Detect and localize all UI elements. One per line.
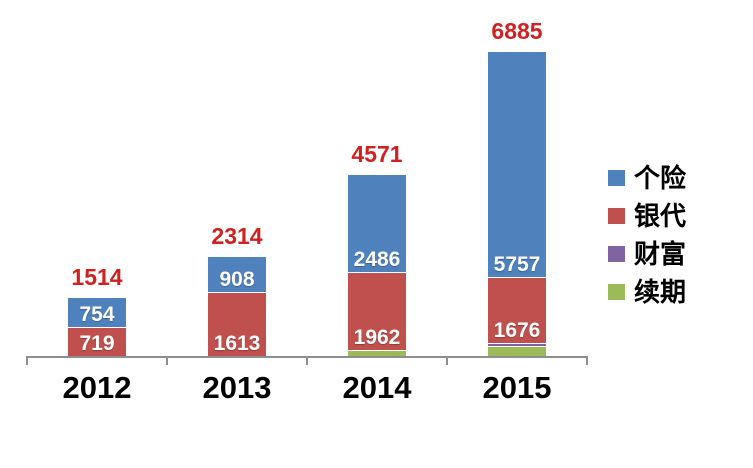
legend-swatch	[608, 208, 625, 224]
x-axis-tick	[166, 356, 168, 365]
segment-value-label: 754	[79, 303, 115, 326]
x-axis-tick	[586, 356, 588, 365]
bar-segment: 754	[68, 298, 126, 327]
bar-total-label: 2314	[211, 223, 263, 249]
x-axis-label: 2014	[342, 370, 412, 405]
segment-value-label: 1613	[213, 332, 261, 355]
x-axis-label: 2012	[62, 370, 132, 405]
bar-segment	[348, 351, 406, 356]
x-axis-label: 2015	[482, 370, 552, 405]
legend-swatch	[608, 170, 625, 186]
legend-item-1: 银代	[608, 203, 686, 229]
x-axis-tick	[446, 356, 448, 365]
legend-item-0: 个险	[608, 165, 686, 191]
x-axis-tick	[306, 356, 308, 365]
legend-swatch	[608, 284, 625, 300]
segment-value-label: 1676	[493, 319, 541, 342]
bar-segment: 908	[208, 257, 266, 292]
bar-total-label: 1514	[71, 264, 123, 290]
bar-total-label: 4571	[351, 141, 403, 167]
legend-label: 续期	[634, 277, 687, 307]
segment-value-label: 2486	[353, 248, 401, 271]
bar-segment	[488, 344, 546, 346]
legend-label: 个险	[634, 163, 687, 193]
segment-value-label: 719	[79, 332, 115, 355]
x-axis-tick	[26, 356, 28, 365]
segment-value-label: 5757	[493, 253, 541, 276]
x-axis-label: 2013	[202, 370, 272, 405]
bar-segment: 2486	[348, 175, 406, 272]
bar-segment	[488, 347, 546, 356]
bar-segment: 5757	[488, 52, 546, 277]
segment-value-label: 1962	[353, 326, 401, 349]
legend-item-2: 财富	[608, 241, 686, 267]
bar-segment: 719	[68, 328, 126, 356]
bar-segment: 1676	[488, 278, 546, 343]
legend-item-3: 续期	[608, 279, 686, 305]
segment-value-label: 908	[219, 268, 255, 291]
legend-label: 银代	[634, 201, 687, 231]
bar-segment: 1613	[208, 293, 266, 356]
bar-segment: 1962	[348, 273, 406, 350]
bar-total-label: 6885	[491, 18, 543, 44]
legend-label: 财富	[634, 239, 687, 269]
legend-swatch	[608, 246, 625, 262]
